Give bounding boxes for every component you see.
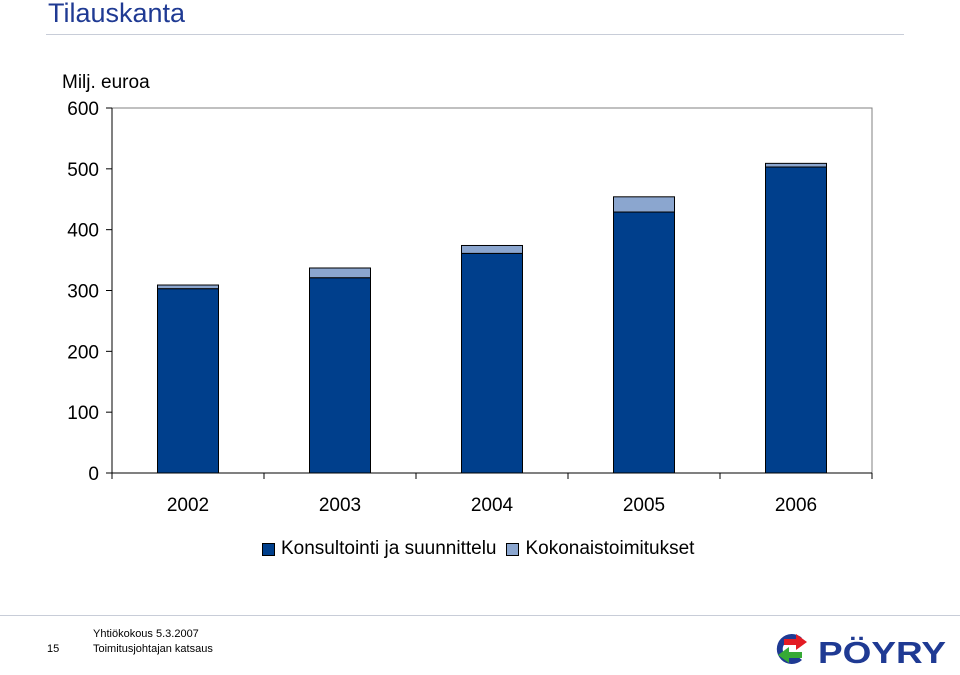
bar-segment-consulting-2002 — [157, 288, 219, 474]
chart-legend: Konsultointi ja suunnittelu Kokonaistoim… — [262, 538, 704, 560]
bar-segment-consulting-2004 — [461, 252, 523, 474]
legend-label-epc: Kokonaistoimitukset — [525, 538, 695, 559]
x-tick-label: 2002 — [167, 495, 209, 516]
footer-subtitle: Toimitusjohtajan katsaus — [93, 643, 213, 655]
y-tick-label: 100 — [67, 403, 99, 424]
plot-area: 0 100 200 300 400 500 600 2002 2003 2004 2005 2006 — [67, 99, 873, 516]
y-tick-label: 200 — [67, 342, 99, 363]
x-tick-label: 2006 — [775, 495, 817, 516]
legend-label-consulting: Konsultointi ja suunnittelu — [281, 538, 497, 559]
y-tick-label: 600 — [67, 99, 99, 120]
footer-event: Yhtiökokous 5.3.2007 — [93, 628, 199, 640]
x-tick-label: 2005 — [623, 495, 665, 516]
footer-divider — [0, 615, 960, 616]
y-tick-label: 0 — [88, 464, 99, 485]
bar-segment-consulting-2006 — [765, 166, 827, 474]
bar-segment-epc-2002 — [157, 284, 219, 290]
y-tick-label: 400 — [67, 221, 99, 242]
poyry-logo-mark — [776, 634, 807, 664]
title-divider — [46, 34, 904, 35]
x-tick-label: 2004 — [471, 495, 514, 516]
legend-swatch-consulting — [262, 542, 275, 556]
bar-segment-epc-2003 — [309, 267, 371, 279]
page-number: 15 — [47, 643, 60, 655]
bar-segment-consulting-2005 — [613, 211, 675, 474]
legend-swatch-epc — [506, 542, 520, 556]
bar-segment-epc-2006 — [765, 162, 827, 168]
footer-text: Yhtiökokous 5.3.2007 Toimitusjohtajan ka… — [93, 627, 213, 657]
legend-item-consulting: Konsultointi ja suunnittelu — [262, 538, 496, 560]
y-tick-label: 300 — [67, 282, 99, 303]
legend-item-epc: Kokonaistoimitukset — [506, 538, 694, 560]
plot-frame — [112, 107, 873, 473]
slide-title: Tilauskanta — [48, 0, 186, 28]
order-backlog-chart: Milj. euroa 0 100 200 300 400 500 600 2002 2003 2… — [62, 72, 873, 516]
poyry-logo: PÖYRY — [776, 634, 946, 670]
x-tick-label: 2003 — [319, 495, 361, 516]
poyry-logo-text: PÖYRY — [818, 635, 946, 670]
bar-segment-epc-2005 — [613, 196, 675, 213]
bar-segment-epc-2004 — [461, 244, 523, 254]
bar-segment-consulting-2003 — [309, 277, 371, 474]
y-tick-label: 500 — [67, 160, 99, 181]
y-axis-label: Milj. euroa — [62, 72, 150, 93]
